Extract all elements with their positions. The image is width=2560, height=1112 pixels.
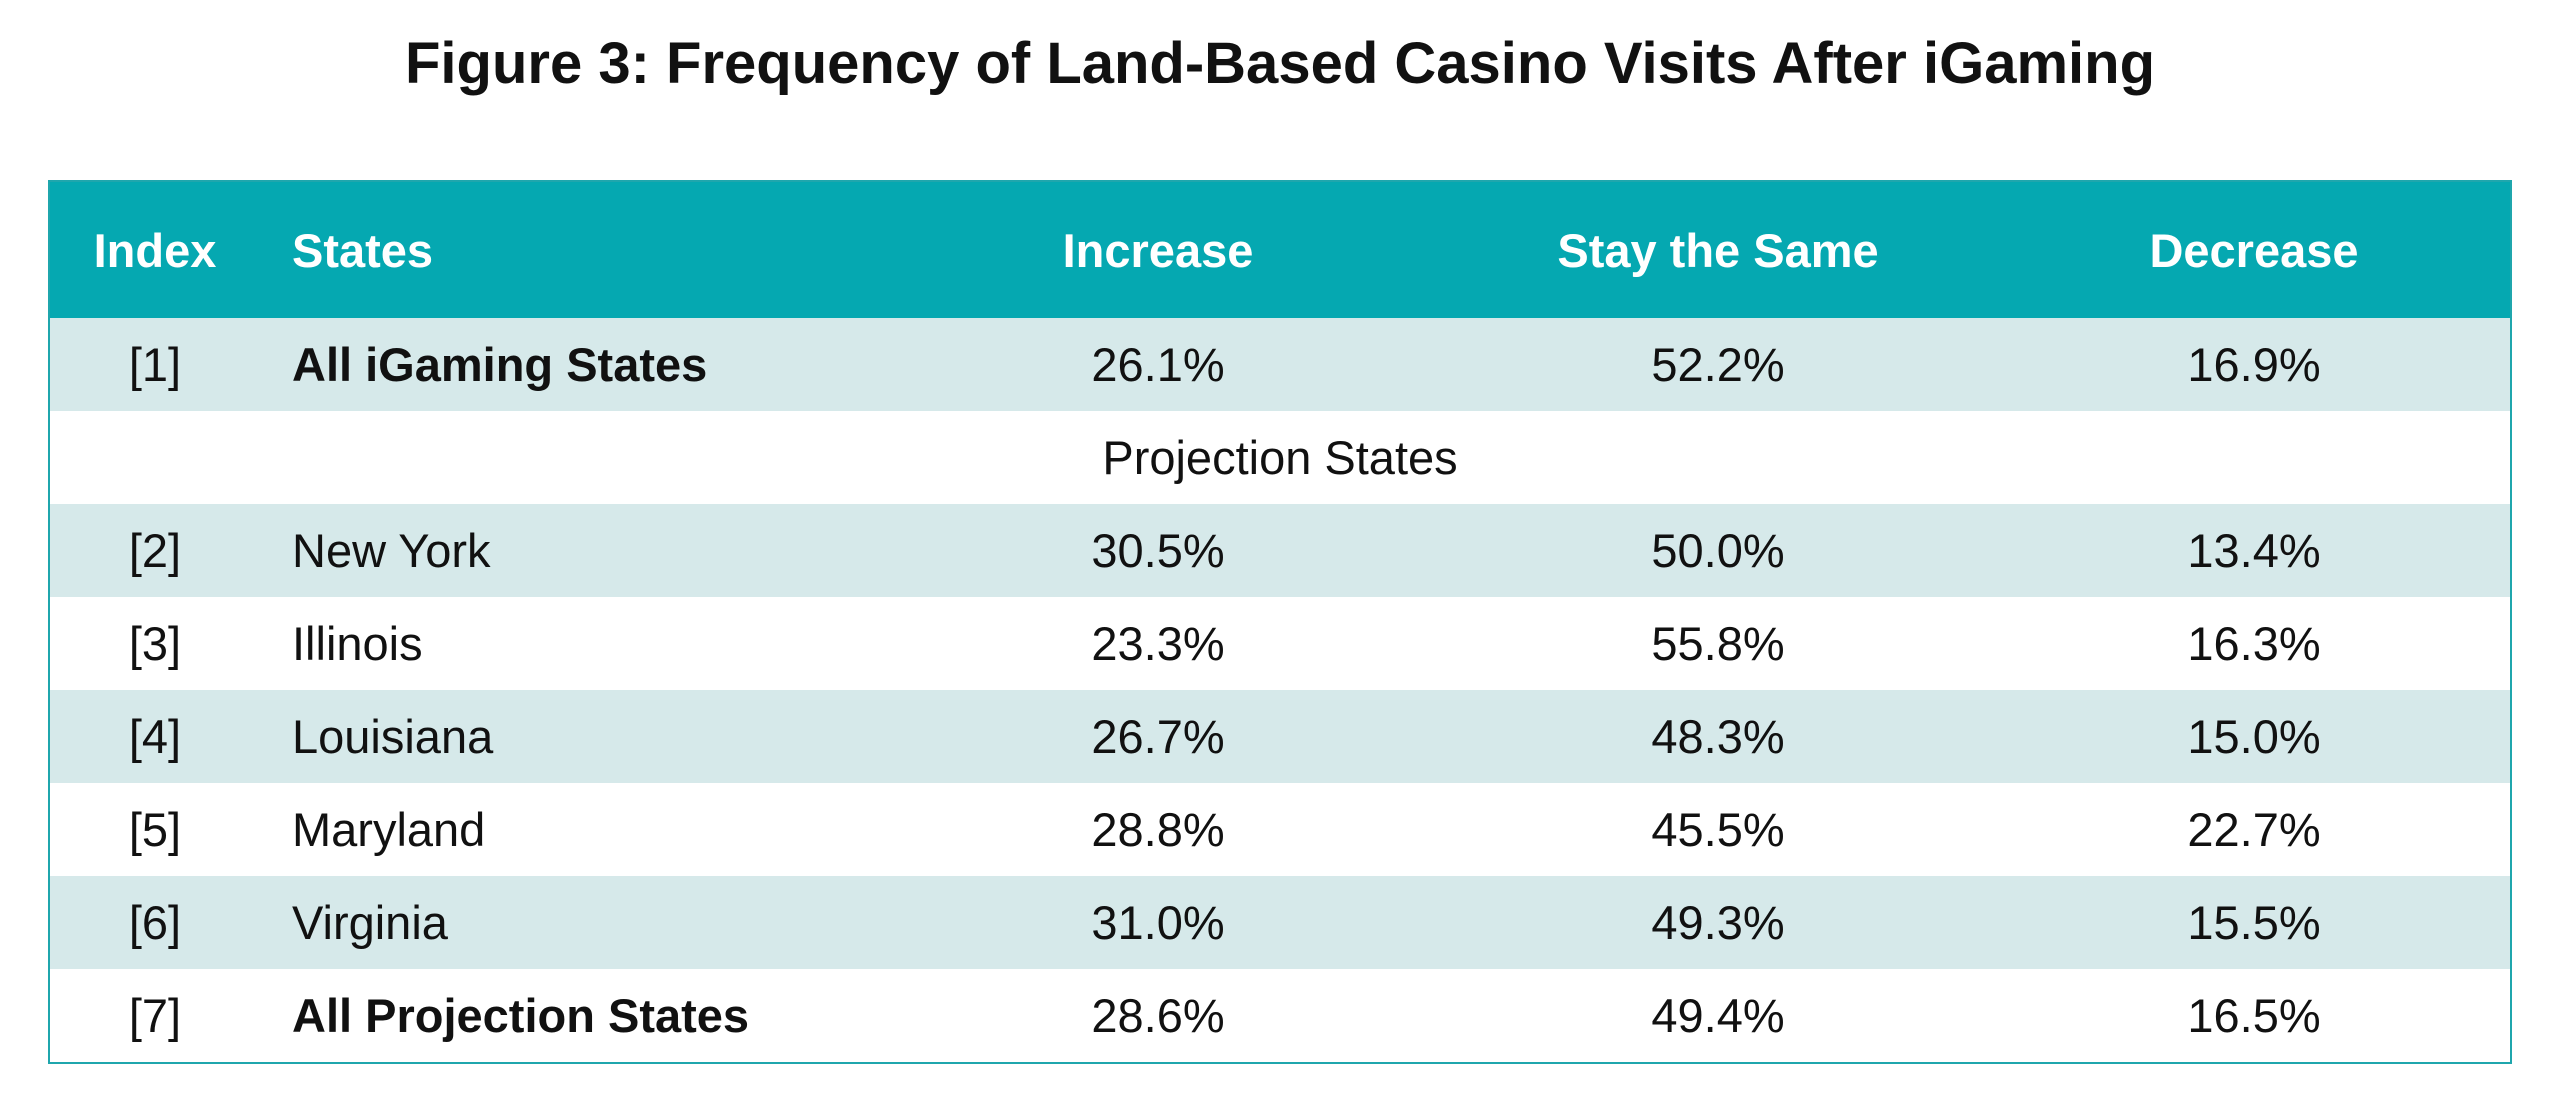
- cell-index: [2]: [128, 524, 182, 577]
- cell-index: [7]: [128, 989, 182, 1042]
- table-row: [4] Louisiana 26.7% 48.3% 15.0%: [50, 690, 2510, 783]
- cell-increase: 26.7%: [1091, 710, 1225, 763]
- table-row: [3] Illinois 23.3% 55.8% 16.3%: [50, 597, 2510, 690]
- cell-index: [3]: [128, 617, 182, 670]
- cell-decrease: 22.7%: [2187, 803, 2321, 856]
- cell-decrease: 15.0%: [2187, 710, 2321, 763]
- cell-increase: 28.8%: [1091, 803, 1225, 856]
- cell-stay-the-same: 45.5%: [1651, 803, 1785, 856]
- column-header-states: States: [292, 223, 434, 277]
- cell-index: [6]: [128, 896, 182, 949]
- section-label: Projection States: [1102, 431, 1458, 484]
- table-row: [7] All Projection States 28.6% 49.4% 16…: [50, 969, 2510, 1062]
- cell-index: [5]: [128, 803, 182, 856]
- cell-increase: 30.5%: [1091, 524, 1225, 577]
- table-row: [2] New York 30.5% 50.0% 13.4%: [50, 504, 2510, 597]
- cell-stay-the-same: 49.4%: [1651, 989, 1785, 1042]
- figure-title: Figure 3: Frequency of Land-Based Casino…: [405, 31, 2155, 96]
- cell-state: All Projection States: [292, 989, 750, 1042]
- cell-decrease: 16.3%: [2187, 617, 2321, 670]
- data-table: Index States Increase Stay the Same Decr…: [48, 180, 2512, 1064]
- cell-state: Maryland: [292, 803, 486, 856]
- cell-index: [1]: [128, 338, 182, 391]
- table-row: [1] All iGaming States 26.1% 52.2% 16.9%: [50, 318, 2510, 411]
- cell-decrease: 16.9%: [2187, 338, 2321, 391]
- cell-state: Louisiana: [292, 710, 494, 763]
- cell-stay-the-same: 52.2%: [1651, 338, 1785, 391]
- cell-increase: 28.6%: [1091, 989, 1225, 1042]
- cell-decrease: 13.4%: [2187, 524, 2321, 577]
- cell-decrease: 16.5%: [2187, 989, 2321, 1042]
- column-header-increase: Increase: [1062, 223, 1254, 277]
- cell-increase: 26.1%: [1091, 338, 1225, 391]
- table-header-row: Index States Increase Stay the Same Decr…: [50, 182, 2510, 318]
- cell-stay-the-same: 50.0%: [1651, 524, 1785, 577]
- column-header-decrease: Decrease: [2149, 223, 2359, 277]
- cell-increase: 23.3%: [1091, 617, 1225, 670]
- column-header-index: Index: [93, 223, 217, 277]
- table-row: [6] Virginia 31.0% 49.3% 15.5%: [50, 876, 2510, 969]
- cell-state: All iGaming States: [292, 338, 708, 391]
- cell-stay-the-same: 55.8%: [1651, 617, 1785, 670]
- cell-stay-the-same: 48.3%: [1651, 710, 1785, 763]
- cell-state: Virginia: [292, 896, 448, 949]
- table-row: [5] Maryland 28.8% 45.5% 22.7%: [50, 783, 2510, 876]
- cell-index: [4]: [128, 710, 182, 763]
- cell-decrease: 15.5%: [2187, 896, 2321, 949]
- section-row: Projection States: [50, 411, 2510, 504]
- column-header-stay-the-same: Stay the Same: [1557, 223, 1879, 277]
- cell-increase: 31.0%: [1091, 896, 1225, 949]
- results-table: Index States Increase Stay the Same Decr…: [50, 182, 2510, 1062]
- cell-state: Illinois: [292, 617, 423, 670]
- cell-state: New York: [292, 524, 491, 577]
- cell-stay-the-same: 49.3%: [1651, 896, 1785, 949]
